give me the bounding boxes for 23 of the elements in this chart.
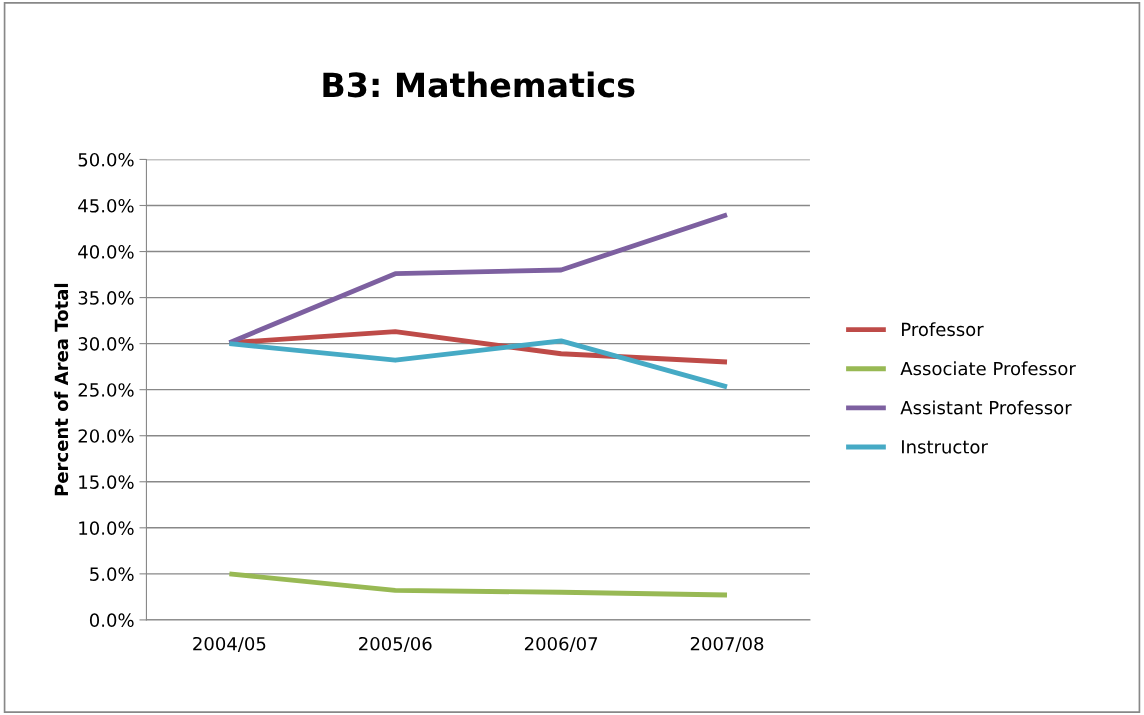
- y-tick-label: 0.0%: [89, 613, 134, 628]
- y-tick-label: 15.0%: [79, 475, 134, 489]
- x-tick-label: 2005/06: [359, 636, 432, 652]
- y-tick-label: 40.0%: [78, 245, 134, 259]
- x-tick-label: 2004/05: [193, 636, 266, 652]
- y-tick-label: 30.0%: [78, 337, 134, 351]
- legend-label: Instructor: [902, 440, 988, 454]
- y-tick-label: 50.0%: [78, 152, 134, 167]
- x-tick-label: 2006/07: [524, 636, 598, 652]
- legend-label: Assistant Professor: [900, 400, 1072, 415]
- y-tick-label: 45.0%: [78, 198, 134, 213]
- y-tick-label: 5.0%: [90, 567, 134, 581]
- line-series: [226, 338, 730, 390]
- y-axis-title: Percent of Area Total: [54, 283, 69, 496]
- legend-label: Associate Professor: [900, 361, 1076, 376]
- y-tick-label: 10.0%: [79, 521, 134, 535]
- y-tick-label: 25.0%: [78, 383, 134, 397]
- y-tick-label: 20.0%: [78, 429, 134, 443]
- y-tick-label: 35.0%: [78, 291, 134, 305]
- legend-label: Professor: [902, 322, 984, 337]
- line-series: [226, 571, 730, 598]
- chart-title: B3: Mathematics: [323, 71, 635, 98]
- x-tick-label: 2007/08: [690, 636, 764, 652]
